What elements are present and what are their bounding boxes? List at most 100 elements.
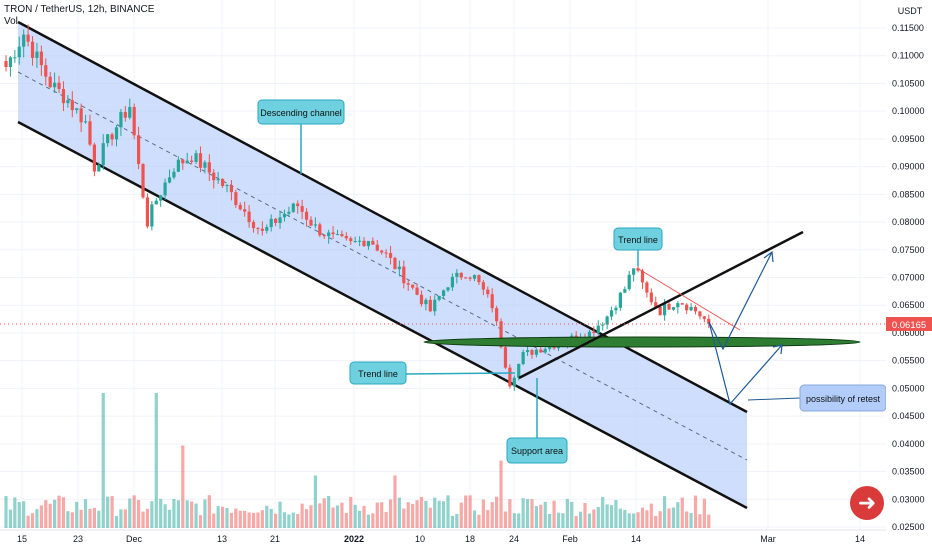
volume-bar — [512, 513, 516, 528]
x-tick-label: 14 — [855, 534, 865, 544]
candle-body — [499, 321, 503, 348]
rising-trend-line[interactable] — [518, 230, 804, 380]
candle-body — [176, 159, 180, 172]
candle-body — [159, 195, 163, 201]
volume-bar — [313, 475, 317, 528]
volume-bar — [75, 501, 79, 528]
volume-bar — [212, 513, 216, 528]
candle-body — [4, 60, 8, 67]
candle-body — [163, 182, 167, 196]
volume-bar — [119, 509, 123, 528]
volume-bar — [605, 504, 609, 528]
candle-body — [274, 218, 278, 224]
projection-arrowhead-2 — [772, 344, 783, 355]
candle-body — [340, 234, 344, 237]
callout-support-area[interactable]: Support area — [506, 437, 568, 464]
volume-bar — [481, 499, 485, 528]
volume-bar — [623, 509, 627, 528]
volume-bar — [570, 501, 574, 528]
x-tick-label: 24 — [509, 534, 519, 544]
volume-bar — [220, 506, 225, 528]
volume-bar — [13, 497, 17, 528]
trend-line-pointer — [405, 372, 516, 375]
candle-body — [658, 306, 662, 316]
candle-body — [154, 200, 158, 205]
candle-body — [97, 165, 101, 172]
candle-body — [318, 224, 322, 236]
volume-bar — [172, 498, 176, 528]
channel-upper-line — [17, 20, 748, 414]
volume-bar — [300, 503, 304, 528]
support-area-ellipse[interactable] — [423, 336, 861, 348]
volume-bar — [238, 510, 242, 528]
volume-bar — [35, 509, 39, 528]
callout-trend-line-upper[interactable]: Trend line — [613, 227, 663, 251]
volume-bar — [561, 513, 565, 528]
volume-bar — [30, 513, 35, 528]
volume-bar — [44, 500, 48, 528]
y-tick-label: 0.10000 — [892, 106, 925, 116]
candle-body — [517, 364, 521, 378]
y-tick-label: 0.04500 — [892, 411, 925, 421]
candle-body — [256, 228, 260, 230]
candle-body — [137, 135, 141, 165]
x-tick-label: Mar — [760, 534, 776, 544]
candle-body — [592, 331, 596, 333]
candle-body — [698, 311, 702, 317]
y-tick-label: 0.07000 — [892, 273, 925, 283]
candle-body — [30, 41, 35, 58]
candle-body — [503, 347, 508, 368]
candle-body — [132, 106, 136, 136]
candle-body — [216, 178, 220, 181]
candle-body — [282, 213, 287, 218]
symbol-line[interactable]: TRON / TetherUS, 12h, BINANCE — [4, 4, 155, 15]
candle-body — [472, 275, 477, 279]
volume-bar — [92, 507, 96, 528]
volume-bars — [4, 393, 711, 528]
volume-bar — [596, 506, 600, 528]
callout-retest[interactable]: possibility of retest — [799, 384, 887, 412]
drawings — [300, 124, 861, 438]
candle-body — [548, 345, 552, 349]
volume-bar — [229, 512, 234, 528]
projection-path-2[interactable] — [708, 321, 783, 406]
volume-bar — [645, 510, 649, 528]
volume-bar — [380, 502, 384, 528]
candle-body — [614, 307, 618, 311]
candle-body — [287, 211, 291, 214]
volume-bar — [658, 511, 662, 528]
volume-bar — [583, 502, 587, 528]
candle-body — [411, 284, 415, 288]
candle-body — [530, 350, 534, 355]
volume-bar — [490, 502, 494, 528]
volume-bar — [521, 498, 525, 528]
candle-body — [424, 299, 428, 305]
volume-bar — [459, 502, 463, 528]
volume-bar — [437, 500, 441, 528]
volume-bar — [477, 514, 481, 528]
volume-bar — [662, 496, 667, 528]
candle-body — [322, 235, 326, 237]
volume-bar — [525, 499, 530, 528]
time-axis[interactable]: 15 23 Dec 13 21 2022 10 18 24 Feb 14 Mar 14 — [0, 529, 886, 544]
volume-bar — [654, 515, 658, 528]
current-price-text: 0.06165 — [892, 320, 926, 331]
candle-body — [441, 290, 446, 296]
candle-body — [88, 121, 92, 145]
candle-body — [512, 377, 516, 387]
volume-bar — [574, 515, 578, 528]
y-tick-label: 0.07500 — [892, 245, 925, 255]
price-axis-unit: USDT — [898, 6, 923, 16]
volume-bar — [495, 496, 499, 528]
y-tick-label: 0.05500 — [892, 356, 925, 366]
candle-body — [393, 257, 397, 270]
volume-bar — [123, 509, 127, 528]
red-trend-line[interactable] — [636, 267, 741, 331]
candle-body — [238, 204, 242, 210]
price-axis[interactable]: 0.11500 0.11000 0.10500 0.10000 0.09500 0.090… — [886, 0, 932, 550]
callout-trend-line-lower[interactable]: Trend line — [349, 361, 407, 385]
callout-descending-channel[interactable]: Descending channel — [257, 99, 345, 125]
projection-path-1[interactable] — [708, 251, 773, 351]
down-arrow-icon[interactable]: ➜ — [850, 486, 884, 520]
